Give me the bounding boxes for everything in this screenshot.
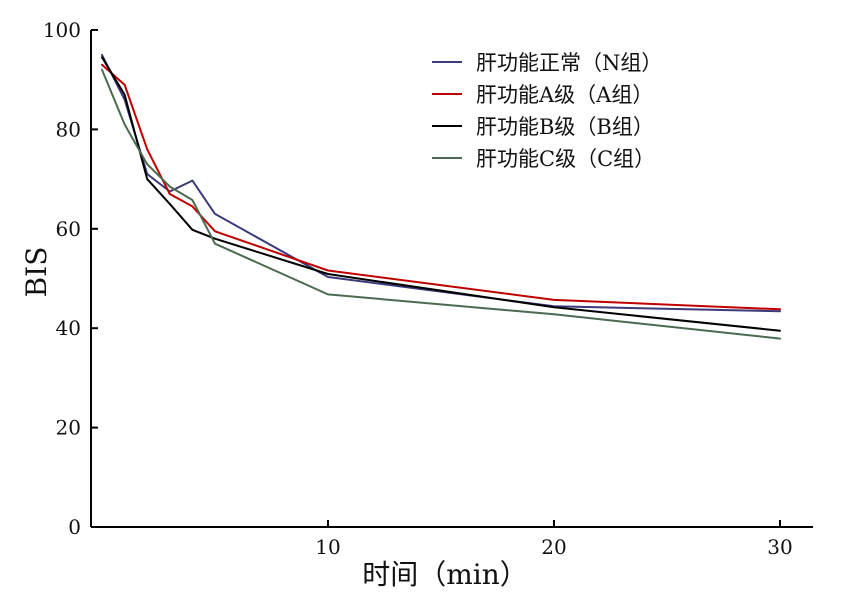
x-tick-label: 10 bbox=[315, 535, 340, 559]
legend-label: 肝功能A级（A组） bbox=[476, 83, 653, 107]
y-axis-title: BIS bbox=[20, 247, 53, 298]
y-tick-label: 40 bbox=[56, 316, 81, 340]
axes: 0 20 40 60 80 100 10 20 30 bbox=[43, 18, 813, 559]
y-tick-label: 0 bbox=[68, 515, 81, 539]
y-tick-label: 20 bbox=[56, 416, 81, 440]
y-tick-label: 60 bbox=[56, 217, 81, 241]
y-tick-label: 100 bbox=[43, 18, 81, 42]
x-tick-label: 20 bbox=[541, 535, 566, 559]
series-line-1 bbox=[101, 63, 781, 311]
legend: 肝功能正常（N组） 肝功能A级（A组） 肝功能B级（B组） 肝功能C级（C组） bbox=[432, 51, 662, 171]
legend-label: 肝功能正常（N组） bbox=[476, 51, 662, 75]
x-tick-label: 30 bbox=[767, 535, 792, 559]
series-line-3 bbox=[101, 68, 781, 340]
series-lines bbox=[101, 53, 781, 340]
legend-label: 肝功能B级（B组） bbox=[476, 115, 654, 139]
x-axis-title: 时间（min） bbox=[362, 558, 528, 591]
y-tick-label: 80 bbox=[56, 117, 81, 141]
series-line-2 bbox=[101, 56, 781, 332]
legend-label: 肝功能C级（C组） bbox=[476, 147, 655, 171]
